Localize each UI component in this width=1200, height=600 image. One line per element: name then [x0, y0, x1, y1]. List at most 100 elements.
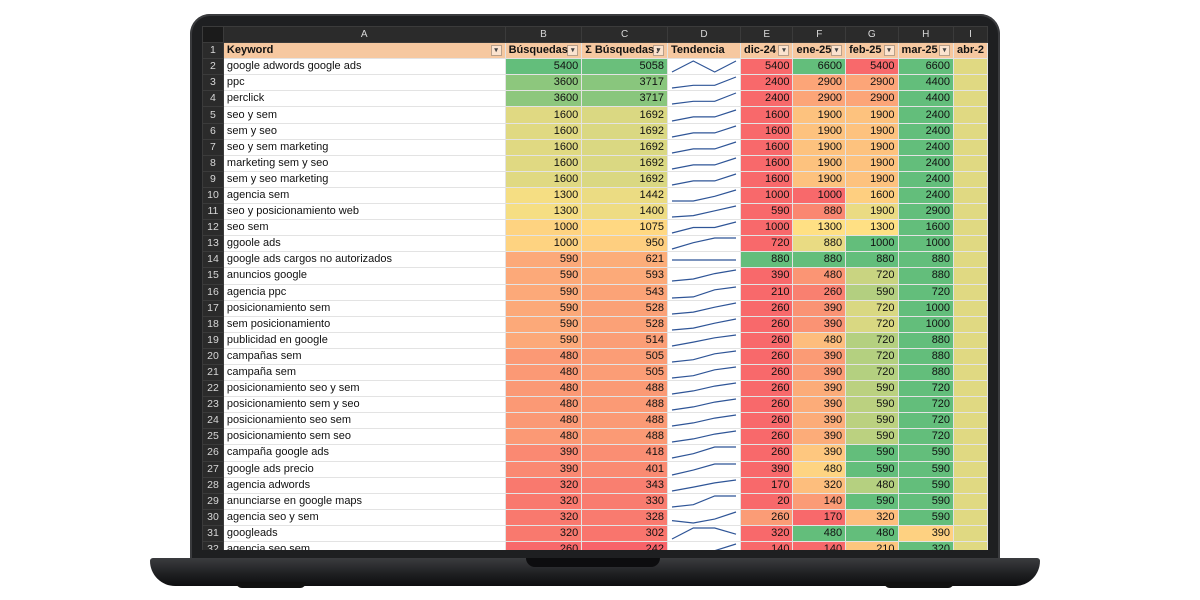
trend-sparkline-cell[interactable] — [667, 267, 742, 285]
month-value-cell[interactable]: 5400 — [740, 58, 794, 76]
trend-sparkline-cell[interactable] — [667, 283, 742, 301]
month-value-cell[interactable]: 2400 — [740, 74, 794, 92]
month-value-cell-partial[interactable] — [953, 363, 988, 382]
row-number[interactable]: 32 — [202, 540, 224, 550]
month-value-cell[interactable]: 1600 — [740, 106, 794, 124]
month-value-cell-partial[interactable] — [953, 90, 988, 108]
keyword-cell[interactable]: agencia seo y sem — [222, 508, 506, 526]
keyword-cell[interactable]: agencia seo sem — [222, 540, 506, 550]
month-value-cell[interactable]: 390 — [792, 299, 847, 317]
keyword-cell[interactable]: seo y sem marketing — [222, 138, 506, 156]
month-value-cell[interactable]: 260 — [740, 444, 794, 462]
month-value-cell[interactable]: 590 — [845, 492, 899, 510]
sum-searches-cell[interactable]: 1692 — [581, 138, 669, 156]
row-number[interactable]: 2 — [202, 58, 224, 76]
searches-cell[interactable]: 1000 — [504, 219, 583, 237]
month-value-cell[interactable]: 1300 — [792, 219, 847, 237]
month-value-cell-partial[interactable] — [953, 412, 988, 430]
month-value-cell[interactable]: 170 — [792, 508, 847, 526]
row-number[interactable]: 30 — [202, 508, 224, 526]
month-value-cell[interactable]: 720 — [897, 396, 955, 414]
month-value-cell[interactable]: 1600 — [740, 138, 794, 156]
trend-sparkline-cell[interactable] — [667, 251, 742, 269]
sum-searches-cell[interactable]: 1692 — [581, 122, 669, 140]
month-value-cell[interactable]: 5400 — [845, 58, 899, 76]
month-value-cell[interactable]: 1900 — [792, 122, 847, 140]
trend-sparkline-cell[interactable] — [667, 331, 742, 349]
month-value-cell[interactable]: 2400 — [897, 138, 955, 156]
column-header-a[interactable]: A — [222, 26, 506, 44]
sum-searches-cell[interactable]: 528 — [581, 315, 669, 333]
sum-searches-cell[interactable]: 505 — [581, 363, 669, 382]
header-cell[interactable]: ▾ Σ Búsquedas↓ — [581, 42, 669, 60]
searches-cell[interactable]: 1600 — [504, 154, 583, 172]
month-value-cell[interactable]: 4400 — [897, 74, 955, 92]
month-value-cell[interactable]: 260 — [740, 380, 794, 398]
sum-searches-cell[interactable]: 242 — [581, 540, 669, 550]
month-value-cell-partial[interactable] — [953, 315, 988, 333]
month-value-cell-partial[interactable] — [953, 170, 988, 188]
month-value-cell[interactable]: 1000 — [897, 235, 955, 253]
searches-cell[interactable]: 590 — [504, 283, 583, 301]
month-value-cell[interactable]: 2400 — [897, 122, 955, 140]
searches-cell[interactable]: 320 — [504, 492, 583, 510]
header-cell[interactable]: ▾ dic-24 — [740, 42, 794, 60]
month-value-cell[interactable]: 720 — [897, 428, 955, 446]
keyword-cell[interactable]: seo y posicionamiento web — [222, 203, 506, 221]
row-number[interactable]: 19 — [202, 331, 224, 349]
sum-searches-cell[interactable]: 1692 — [581, 154, 669, 172]
month-value-cell-partial[interactable] — [953, 492, 988, 510]
month-value-cell-partial[interactable] — [953, 122, 988, 140]
header-cell[interactable]: ▾ Keyword — [222, 42, 506, 60]
month-value-cell-partial[interactable] — [953, 508, 988, 526]
month-value-cell[interactable]: 140 — [792, 540, 847, 550]
sum-searches-cell[interactable]: 505 — [581, 347, 669, 365]
month-value-cell[interactable]: 390 — [897, 524, 955, 543]
month-value-cell[interactable]: 720 — [897, 380, 955, 398]
searches-cell[interactable]: 260 — [504, 540, 583, 550]
trend-sparkline-cell[interactable] — [667, 138, 742, 156]
month-value-cell[interactable]: 1600 — [897, 219, 955, 237]
sum-searches-cell[interactable]: 330 — [581, 492, 669, 510]
keyword-cell[interactable]: posicionamiento sem — [222, 299, 506, 317]
row-number[interactable]: 4 — [202, 90, 224, 108]
month-value-cell[interactable]: 590 — [897, 460, 955, 478]
keyword-cell[interactable]: ggoole ads — [222, 235, 506, 253]
searches-cell[interactable]: 390 — [504, 460, 583, 478]
sum-searches-cell[interactable]: 950 — [581, 235, 669, 253]
column-header-b[interactable]: B — [504, 26, 583, 44]
keyword-cell[interactable]: anuncios google — [222, 267, 506, 285]
month-value-cell[interactable]: 1300 — [845, 219, 899, 237]
row-number[interactable]: 29 — [202, 492, 224, 510]
month-value-cell[interactable]: 1000 — [792, 186, 847, 205]
month-value-cell[interactable]: 2400 — [897, 154, 955, 172]
searches-cell[interactable]: 320 — [504, 524, 583, 543]
month-value-cell-partial[interactable] — [953, 74, 988, 92]
row-number[interactable]: 7 — [202, 138, 224, 156]
header-cell[interactable]: abr-2 — [953, 42, 988, 60]
searches-cell[interactable]: 480 — [504, 347, 583, 365]
trend-sparkline-cell[interactable] — [667, 444, 742, 462]
month-value-cell[interactable]: 1900 — [845, 203, 899, 221]
month-value-cell-partial[interactable] — [953, 428, 988, 446]
month-value-cell[interactable]: 210 — [845, 540, 899, 550]
month-value-cell-partial[interactable] — [953, 203, 988, 221]
month-value-cell[interactable]: 590 — [897, 444, 955, 462]
trend-sparkline-cell[interactable] — [667, 524, 742, 543]
month-value-cell[interactable]: 2400 — [740, 90, 794, 108]
trend-sparkline-cell[interactable] — [667, 347, 742, 365]
month-value-cell[interactable]: 1600 — [845, 186, 899, 205]
column-header-d[interactable]: D — [667, 26, 742, 44]
month-value-cell[interactable]: 880 — [845, 251, 899, 269]
month-value-cell[interactable]: 1000 — [845, 235, 899, 253]
month-value-cell[interactable]: 1900 — [792, 138, 847, 156]
row-number[interactable]: 11 — [202, 203, 224, 221]
trend-sparkline-cell[interactable] — [667, 380, 742, 398]
month-value-cell[interactable]: 1900 — [792, 106, 847, 124]
filter-dropdown-icon[interactable]: ▾ — [490, 45, 502, 57]
month-value-cell-partial[interactable] — [953, 460, 988, 478]
searches-cell[interactable]: 1300 — [504, 203, 583, 221]
month-value-cell[interactable]: 390 — [792, 444, 847, 462]
month-value-cell[interactable]: 390 — [792, 428, 847, 446]
column-header-f[interactable]: F — [792, 26, 847, 44]
